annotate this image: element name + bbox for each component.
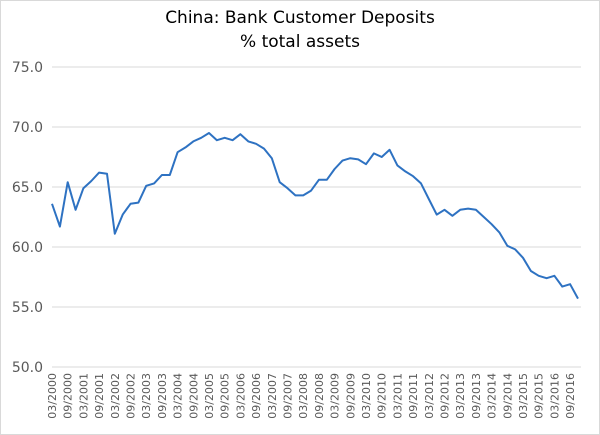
- x-tick-label: 03/2000: [46, 373, 59, 419]
- x-tick-label: 03/2011: [391, 373, 404, 419]
- x-tick-label: 03/2010: [360, 373, 373, 419]
- y-tick-label: 55.0: [12, 300, 43, 316]
- x-tick-label: 09/2016: [564, 373, 577, 419]
- y-tick-label: 75.0: [12, 60, 43, 76]
- x-tick-label: 09/2010: [376, 373, 389, 419]
- x-tick-label: 03/2004: [172, 373, 185, 419]
- x-tick-label: 03/2005: [203, 373, 216, 419]
- x-tick-label: 03/2007: [266, 373, 279, 419]
- x-tick-label: 09/2014: [501, 373, 514, 419]
- x-tick-label: 09/2003: [156, 373, 169, 419]
- x-tick-label: 03/2012: [423, 373, 436, 419]
- x-tick-label: 09/2011: [407, 373, 420, 419]
- x-tick-label: 09/2015: [533, 373, 546, 419]
- x-tick-label: 09/2007: [282, 373, 295, 419]
- x-tick-label: 09/2000: [62, 373, 75, 419]
- x-tick-label: 09/2009: [344, 373, 357, 419]
- x-tick-label: 09/2006: [250, 373, 263, 419]
- y-tick-label: 70.0: [12, 120, 43, 136]
- x-tick-label: 03/2016: [548, 373, 561, 419]
- x-tick-label: 09/2002: [125, 373, 138, 419]
- chart-title: China: Bank Customer Deposits: [165, 8, 435, 28]
- x-tick-label: 09/2012: [439, 373, 452, 419]
- x-tick-label: 09/2004: [187, 373, 200, 419]
- y-tick-label: 50.0: [12, 360, 43, 376]
- x-tick-label: 03/2009: [329, 373, 342, 419]
- series-line: [51, 132, 579, 300]
- x-tick-label: 09/2001: [93, 373, 106, 419]
- x-tick-label: 03/2001: [77, 373, 90, 419]
- x-tick-label: 03/2014: [486, 373, 499, 419]
- x-tick-label: 03/2008: [297, 373, 310, 419]
- y-tick-label: 60.0: [12, 240, 43, 256]
- x-tick-label: 03/2003: [140, 373, 153, 419]
- x-tick-label: 03/2015: [517, 373, 530, 419]
- x-tick-label: 09/2005: [219, 373, 232, 419]
- x-tick-label: 09/2008: [313, 373, 326, 419]
- x-tick-label: 03/2013: [454, 373, 467, 419]
- x-tick-label: 09/2013: [470, 373, 483, 419]
- x-tick-label: 03/2006: [234, 373, 247, 419]
- y-tick-label: 65.0: [12, 180, 43, 196]
- x-tick-label: 03/2002: [109, 373, 122, 419]
- chart-subtitle: % total assets: [240, 32, 360, 52]
